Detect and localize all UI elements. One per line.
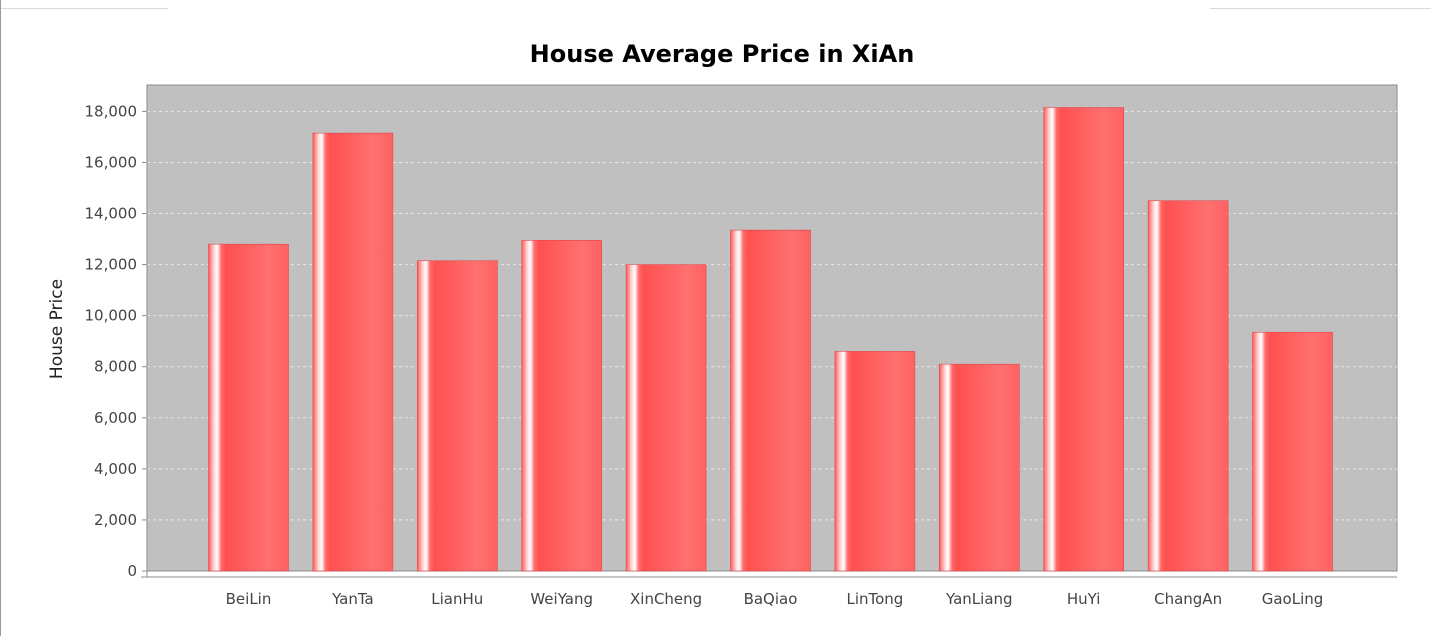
y-tick-label: 14,000: [85, 205, 138, 223]
y-tick-label: 4,000: [94, 460, 137, 478]
bar-xincheng: [625, 264, 707, 572]
y-tick-label: 18,000: [85, 102, 138, 120]
bar-baqiao: [730, 229, 811, 572]
bar-huyi: [1043, 107, 1124, 572]
x-tick-label: YanLiang: [945, 590, 1013, 608]
x-tick-label: ChangAn: [1154, 590, 1222, 608]
x-tick-label: XinCheng: [630, 590, 702, 608]
x-tick-label: BeiLin: [226, 590, 272, 608]
chart-title: House Average Price in XiAn: [530, 40, 915, 68]
y-axis-label: House Price: [47, 279, 67, 379]
y-tick-label: 6,000: [94, 409, 137, 427]
bar-gaoling: [1252, 331, 1333, 572]
bar-weiyang: [521, 240, 603, 572]
y-tick-label: 16,000: [85, 153, 138, 171]
x-tick-label: YanTa: [331, 590, 374, 608]
y-tick-label: 0: [127, 562, 137, 580]
x-tick-label: WeiYang: [530, 590, 593, 608]
x-tick-label: HuYi: [1067, 590, 1101, 608]
bar-beilin: [208, 243, 289, 572]
frame-top-right-line: [1210, 8, 1431, 9]
x-tick-label: LinTong: [846, 590, 903, 608]
x-axis-ticks: BeiLin YanTa LianHu WeiYang XinCheng BaQiao Li…: [226, 590, 1324, 608]
bar-yanliang: [938, 363, 1020, 572]
y-tick-label: 2,000: [94, 511, 137, 529]
y-tick-label: 10,000: [85, 307, 138, 325]
frame-left-line: [0, 0, 1, 636]
y-tick-label: 8,000: [94, 358, 137, 376]
x-tick-label: BaQiao: [744, 590, 798, 608]
bar-lintong: [834, 351, 916, 572]
y-tick-label: 12,000: [85, 256, 138, 274]
bars: [208, 107, 1333, 572]
x-tick-label: LianHu: [431, 590, 483, 608]
bar-lianhu: [416, 260, 498, 572]
x-tick-label: GaoLing: [1262, 590, 1324, 608]
bar-changan: [1147, 200, 1229, 572]
frame-top-left-line: [0, 8, 168, 9]
y-axis-ticks: 0 2,000 4,000 6,000 8,000 10,000 12,000 14,000 1…: [85, 102, 147, 580]
bar-yanta: [312, 132, 394, 572]
